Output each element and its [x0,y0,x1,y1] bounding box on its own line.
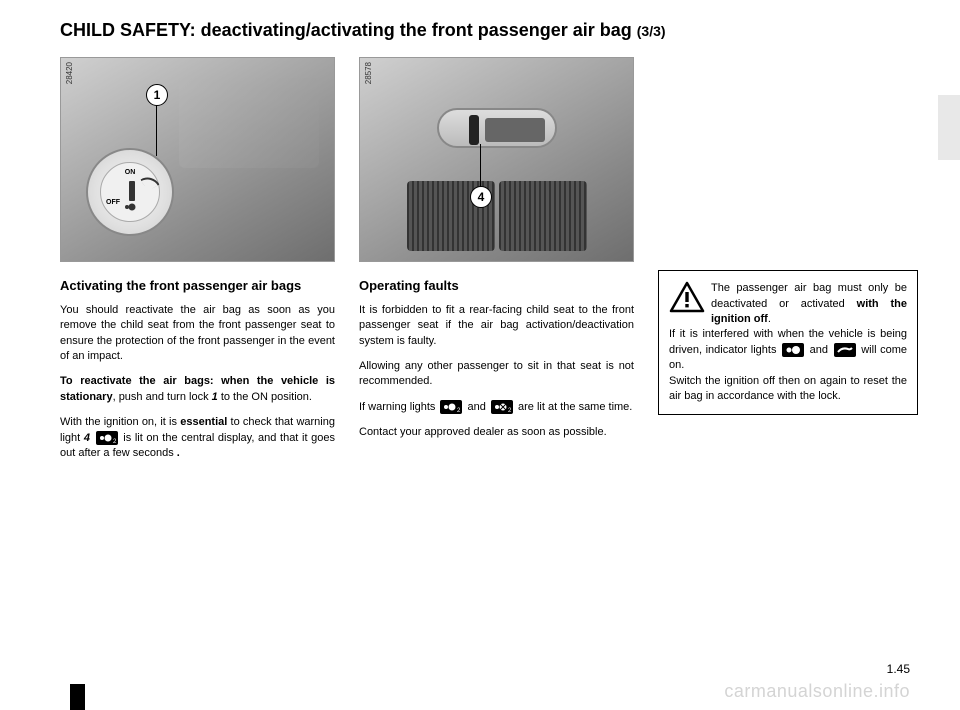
airbag-off-icon: 2 [491,400,513,414]
page-edge-tab [938,95,960,160]
text: and [810,344,832,356]
text: , push and turn lock [113,391,212,403]
dial-off-label: OFF [106,199,120,206]
airbag-icon [782,343,804,357]
body-paragraph: You should reactivate the air bag as soo… [60,303,335,365]
center-display-graphic [437,108,557,148]
text: to the ON position. [218,391,312,403]
airbag-icon [123,202,137,215]
vent-icon [499,181,587,251]
bold-text: essential [180,416,227,428]
ref-number: 4 [84,432,90,444]
text: With the ignition on, it is [60,416,180,428]
body-paragraph: If warning lights 2 and 2 are lit at the… [359,400,634,415]
text: Switch the ignition off then on again to… [669,375,907,402]
callout-1: 1 [146,84,168,106]
body-paragraph: Allowing any other passenger to sit in t… [359,359,634,390]
svg-text:2: 2 [457,408,461,414]
body-paragraph: Contact your approved dealer as soon as … [359,425,634,440]
vents-graphic [407,181,587,251]
body-paragraph: To reactivate the air bags: when the veh… [60,374,335,405]
photo-id: 28578 [364,62,373,84]
section-heading-activating: Activating the front passenger air bags [60,278,335,295]
watermark: carmanualsonline.info [724,681,910,702]
airbag-on-icon: 2 [96,431,118,445]
body-paragraph: It is forbidden to fit a rear-facing chi… [359,303,634,349]
column-2: 28578 4 Operating faults It is forbidden… [359,57,634,471]
content-row: 28420 ON OFF 1 Activating the [60,57,920,471]
page-bottom-tab [70,684,85,710]
callout-4: 4 [470,186,492,208]
body-paragraph: With the ignition on, it is essential to… [60,415,335,461]
text: . [177,447,180,459]
column-1: 28420 ON OFF 1 Activating the [60,57,335,471]
svg-text:2: 2 [113,439,117,445]
display-indicator-icon [469,115,479,145]
photo-id: 28420 [65,62,74,84]
dial-slot-icon [129,181,135,201]
text: . [768,313,771,325]
text: are lit at the same time. [518,401,632,413]
display-screen-graphic [485,118,545,142]
svg-text:2: 2 [508,408,512,414]
airbag-on-icon: 2 [440,400,462,414]
photo-airbag-switch: 28420 ON OFF 1 [60,57,335,262]
warning-triangle-icon [669,281,705,313]
photo-dashboard: 28578 4 [359,57,634,262]
title-sub: (3/3) [637,23,666,39]
airbag-dial-icon: ON OFF [86,148,174,236]
title-main: CHILD SAFETY: deactivating/activating th… [60,20,637,40]
section-heading-faults: Operating faults [359,278,634,295]
service-icon [834,343,856,357]
text: and [468,401,489,413]
car-interior-graphic [179,78,319,168]
manual-page: CHILD SAFETY: deactivating/activating th… [0,0,960,710]
dial-face: ON OFF [100,162,160,222]
dial-arrow-icon [140,172,159,191]
text: If warning lights [359,401,438,413]
dial-on-label: ON [125,169,136,176]
page-number: 1.45 [887,662,910,676]
page-title: CHILD SAFETY: deactivating/activating th… [60,20,920,41]
warning-box: The passenger air bag must only be deact… [658,270,918,415]
column-3: The passenger air bag must only be deact… [658,57,933,471]
